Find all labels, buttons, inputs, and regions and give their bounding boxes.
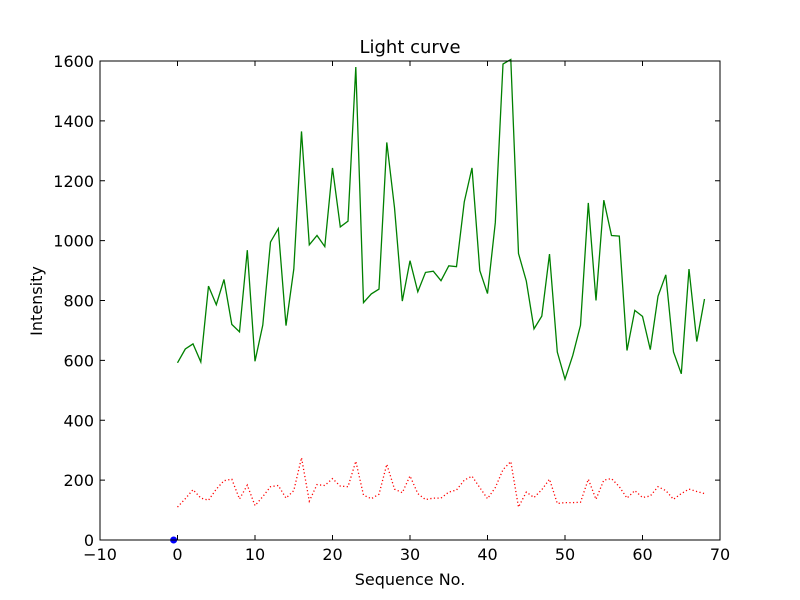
y-tick-label: 1400 (53, 112, 94, 131)
axis-ticks: −10 0 10 20 30 40 50 60 700200400600800100012001… (53, 52, 730, 564)
chart-title: Light curve (359, 37, 460, 58)
y-tick-label: 1200 (53, 172, 94, 191)
y-tick-label: 1600 (53, 52, 94, 71)
y-tick-label: 200 (63, 471, 94, 490)
x-tick-label: 50 (555, 545, 575, 564)
y-tick-label: 0 (84, 531, 94, 550)
y-tick-label: 800 (63, 292, 94, 311)
y-tick-label: 600 (63, 351, 94, 370)
series-1-line (176, 58, 706, 382)
x-tick-label: 10 (245, 545, 265, 564)
x-tick-label: −10 (83, 545, 117, 564)
x-tick-label: 30 (400, 545, 420, 564)
x-axis-label: Sequence No. (355, 570, 466, 589)
y-tick-label: 400 (63, 411, 94, 430)
y-axis-label: Intensity (27, 266, 46, 336)
y-tick-label: 1000 (53, 232, 94, 251)
x-tick-label: 70 (710, 545, 730, 564)
x-tick-label: 60 (632, 545, 652, 564)
x-tick-label: 40 (477, 545, 497, 564)
x-tick-label: 20 (322, 545, 342, 564)
x-tick-label: 0 (172, 545, 182, 564)
